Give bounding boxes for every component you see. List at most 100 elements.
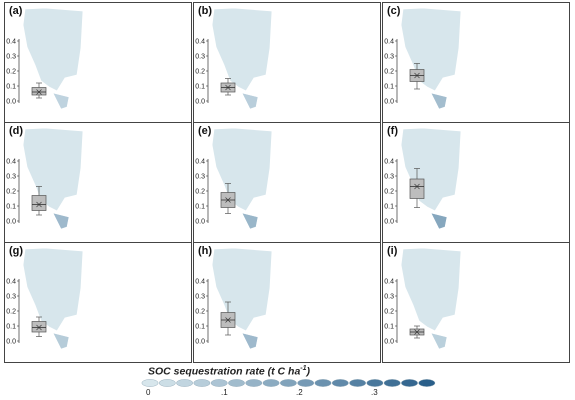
legend-swatch [262,379,280,387]
axis-tick-label: 0.0 [6,219,16,226]
axis-tick-label: 0.3 [195,174,205,181]
us-map: 0.0 0.1 0.2 0.3 0.4 [195,247,273,350]
us-map: 0.0 0.1 0.2 0.3 0.4 [384,247,462,350]
legend-tick-0: 0 [146,388,151,397]
panel-f: 0.0 0.1 0.2 0.3 0.4 (f) [382,122,570,243]
legend-swatch [383,379,401,387]
legend-swatch [193,379,211,387]
axis-tick-label: 0.4 [6,279,16,286]
box-iqr [31,321,47,333]
region-texas-south [52,332,70,350]
axis-tick-label: 0.0 [195,339,205,346]
axis-tick-label: 0.1 [384,84,394,91]
region-texas-south [52,212,70,230]
box-mean-marker [414,72,420,79]
axis-tick-label: 0.3 [195,294,205,301]
axis-tick-label: 0.0 [6,99,16,106]
panel-label: (c) [387,5,401,17]
legend-swatch [297,379,315,387]
us-map: 0.0 0.1 0.2 0.3 0.4 [195,7,273,110]
axis-tick-label: 0.1 [384,324,394,331]
legend-swatch [210,379,228,387]
axis-tick-label: 0.1 [195,204,205,211]
region-west [22,127,84,212]
box-mean-marker [414,329,420,335]
axis-tick-label: 0.0 [384,219,394,226]
panel-label: (a) [9,5,23,17]
axis-tick-label: 0.3 [384,294,394,301]
legend-swatch [418,379,436,387]
panel-b: 0.0 0.1 0.2 0.3 0.4 (b) [193,2,381,123]
axis-tick-label: 0.4 [195,159,205,166]
region-west [400,247,462,332]
axis-tick-label: 0.1 [195,324,205,331]
axis-tick-label: 0.4 [195,279,205,286]
box-iqr [409,178,425,199]
axis-tick-label: 0.1 [384,204,394,211]
box-mean-marker [225,197,231,203]
us-map: 0.0 0.1 0.2 0.3 0.4 [195,127,273,230]
box-mean-marker [225,317,231,323]
axis-tick-label: 0.2 [384,189,394,196]
legend-swatch [349,379,366,387]
region-west [22,247,84,332]
region-texas-south [430,212,448,230]
legend-swatch [158,379,176,387]
axis-tick-label: 0.2 [195,69,205,76]
axis-tick-label: 0.4 [6,159,16,166]
axis-tick-label: 0.3 [384,54,394,61]
panel-label: (d) [9,125,24,137]
box-plot [409,63,425,90]
box-mean-marker [36,201,42,208]
box-mean-marker [225,84,231,91]
box-plot [31,186,47,216]
axis-tick-label: 0.2 [195,309,205,316]
box-plot [31,82,47,99]
axis-tick-label: 0.2 [384,309,394,316]
axis-tick-label: 0.2 [6,69,16,76]
region-west [211,247,273,332]
box-plot [220,78,236,96]
axis-tick-label: 0.3 [195,54,205,61]
panel-label: (f) [387,125,398,137]
axis-tick-label: 0.2 [195,189,205,196]
box-iqr [31,87,47,96]
axis-tick-label: 0.1 [6,84,16,91]
legend-swatch [245,379,263,387]
axis-tick-label: 0.4 [6,39,16,46]
panel-label: (h) [198,245,213,257]
box-plot [220,301,236,336]
panel-i: 0.0 0.1 0.2 0.3 0.4 (i) [382,242,570,363]
region-texas-south [52,92,70,110]
us-map: 0.0 0.1 0.2 0.3 0.4 [384,7,462,110]
box-plot [220,183,236,214]
axis-tick-label: 0.1 [6,324,16,331]
panel-e: 0.0 0.1 0.2 0.3 0.4 (e) [193,122,381,243]
axis-tick-label: 0.4 [384,39,394,46]
box-iqr [31,195,47,211]
axis-tick-label: 0.4 [384,159,394,166]
panel-c: 0.0 0.1 0.2 0.3 0.4 (c) [382,2,570,123]
axis-tick-label: 0.0 [384,99,394,106]
legend-swatch [331,379,349,387]
panel-a: 0.0 0.1 0.2 0.3 0.4 (a) [4,2,192,123]
axis-tick-label: 0.4 [195,39,205,46]
axis-tick-label: 0.2 [6,309,16,316]
box-mean-marker [36,324,42,331]
us-map: 0.0 0.1 0.2 0.3 0.4 [6,127,84,230]
axis-tick-label: 0.0 [195,99,205,106]
us-map: 0.0 0.1 0.2 0.3 0.4 [6,247,84,350]
legend-swatch [401,379,418,387]
axis-tick-label: 0.3 [6,174,16,181]
region-texas-south [241,332,259,350]
box-plot [409,168,425,208]
region-texas-south [430,92,448,110]
axis-tick-label: 0.3 [384,174,394,181]
legend-swatch [176,379,194,387]
legend-tick-2: .2 [296,388,303,397]
legend-swatch [366,379,384,387]
axis-tick-label: 0.0 [6,339,16,346]
region-west [22,7,84,92]
us-map: 0.0 0.1 0.2 0.3 0.4 [6,7,84,110]
panel-label: (g) [9,245,24,257]
